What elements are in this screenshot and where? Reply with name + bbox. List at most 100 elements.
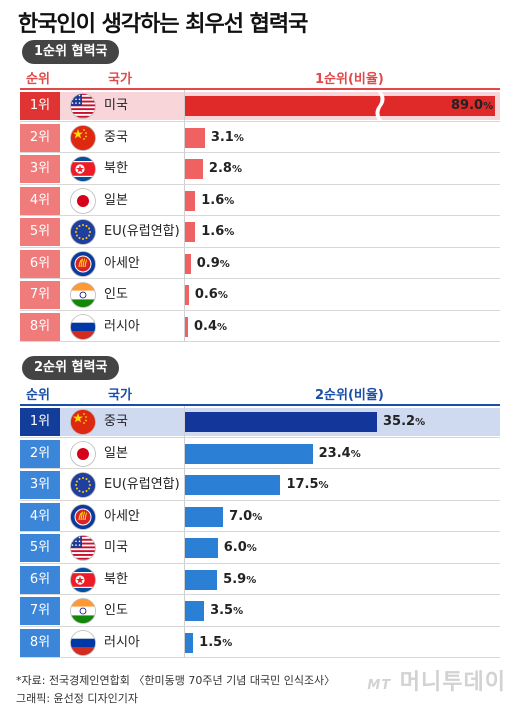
value-label: 3.1% [211, 122, 244, 154]
rank-cell: 1위 [20, 408, 60, 436]
rank-cell: 1위 [20, 92, 60, 120]
bar [185, 569, 218, 590]
bar [185, 475, 281, 495]
value-unit: % [350, 448, 361, 460]
country-name: 인도 [104, 287, 128, 302]
eu-flag-icon [70, 219, 96, 245]
value-number: 3.5 [210, 603, 234, 618]
value-number: 2.8 [208, 161, 232, 176]
value-label: 2.8% [209, 153, 242, 185]
country-column-header: 국가 [108, 72, 132, 87]
bar [185, 506, 224, 527]
section-pill: 2순위 협력국 [22, 356, 120, 380]
china-flag-icon [70, 124, 96, 151]
table-row: 7위 인도 3.5% [20, 595, 500, 627]
logo-text: 머니투데이 [399, 670, 506, 695]
bar [185, 316, 188, 337]
japan-flag-icon [70, 440, 96, 467]
rank-cell: 6위 [20, 249, 60, 278]
country-name: 일본 [104, 445, 128, 461]
rank-cell: 7위 [20, 281, 60, 309]
rank-cell: 3위 [20, 155, 60, 183]
source-note: *자료: 전국경제인연합회 〈한미동맹 70주년 기념 대국민 인식조사〉 [16, 674, 336, 687]
value-unit: % [224, 227, 235, 238]
table-row: 8위 러시아 1.5% [20, 626, 500, 658]
country-name: 아세안 [104, 255, 140, 271]
value-label: 17.5% [286, 469, 328, 501]
publisher-logo: MT 머니투데이 [367, 664, 506, 696]
country-name: 인도 [104, 603, 128, 618]
value-unit: % [415, 417, 426, 428]
eu-flag-icon [70, 472, 96, 498]
value-number: 0.4 [194, 318, 218, 334]
value-number: 1.6 [201, 192, 225, 208]
country-name: 러시아 [104, 634, 140, 650]
rank-cell: 4위 [20, 502, 60, 531]
column-divider [184, 310, 185, 342]
column-divider [184, 153, 185, 184]
bar [185, 601, 205, 621]
column-divider [184, 121, 185, 153]
value-label: 0.9% [197, 248, 230, 280]
value-number: 1.6 [201, 224, 225, 239]
country-name: 중국 [104, 129, 128, 145]
rank-cell: 3위 [20, 471, 60, 499]
value-unit: % [246, 543, 257, 554]
value-label: 0.6% [195, 279, 228, 311]
value-label: 5.9% [223, 564, 256, 596]
bar [185, 159, 203, 179]
value-unit: % [318, 480, 329, 491]
japan-flag-icon [70, 187, 96, 214]
value-label: 6.0% [224, 532, 257, 564]
asean-flag-icon [70, 503, 96, 530]
rank-cell: 4위 [20, 186, 60, 215]
value-number: 35.2 [383, 414, 416, 429]
value-number: 7.0 [229, 508, 253, 524]
bar [185, 222, 196, 242]
table-row: 3위 EU(유럽연합) 17.5% [20, 469, 500, 501]
table-row: 3위 북한 2.8% [20, 153, 500, 185]
us-flag-icon [70, 93, 96, 119]
north-korea-flag-icon [70, 566, 96, 593]
graphic-credit: 그래픽: 윤선정 디자인기자 [16, 692, 139, 705]
bar [185, 538, 218, 558]
column-divider [184, 437, 185, 469]
table-row: 2위 일본 23.4% [20, 437, 500, 469]
india-flag-icon [70, 282, 96, 308]
us-flag-icon [70, 535, 96, 561]
rows: 1위 미국 89.0% 2위 중국 3.1% 3위 북한 2.8% 4위 일본 1.6% 5위 EU(유럽… [20, 90, 500, 342]
table-row: 8위 러시아 0.4% [20, 310, 500, 342]
bar [185, 127, 205, 148]
table-row: 6위 북한 5.9% [20, 563, 500, 596]
column-divider [184, 563, 185, 595]
rank-cell: 2위 [20, 439, 60, 468]
bar [185, 632, 194, 653]
country-name: 북한 [104, 161, 128, 176]
value-unit: % [217, 321, 228, 333]
column-divider [184, 247, 185, 279]
table-row: 2위 중국 3.1% [20, 121, 500, 154]
page-title: 한국인이 생각하는 최우선 협력국 [18, 12, 308, 37]
value-number: 17.5 [286, 477, 319, 492]
value-label: 1.6% [201, 216, 234, 248]
rank-column-header: 순위 [26, 72, 50, 87]
table-row: 5위 미국 6.0% [20, 532, 500, 564]
bar [185, 190, 196, 211]
value-unit: % [217, 290, 228, 301]
china-flag-icon [70, 409, 96, 435]
country-name: 아세안 [104, 508, 140, 524]
rank-cell: 2위 [20, 123, 60, 152]
value-number: 0.9 [196, 255, 220, 271]
axis-break-mark [375, 92, 385, 120]
value-number: 6.0 [223, 540, 247, 555]
ratio-column-header: 1순위(비율) [315, 72, 384, 87]
column-divider [184, 500, 185, 532]
north-korea-flag-icon [70, 156, 96, 182]
column-divider [184, 626, 185, 658]
value-unit: % [219, 258, 230, 270]
rank-cell: 5위 [20, 218, 60, 246]
section-pill: 1순위 협력국 [22, 40, 120, 64]
column-divider [184, 184, 185, 216]
value-label: 35.2% [383, 406, 425, 438]
russia-flag-icon [70, 313, 96, 340]
